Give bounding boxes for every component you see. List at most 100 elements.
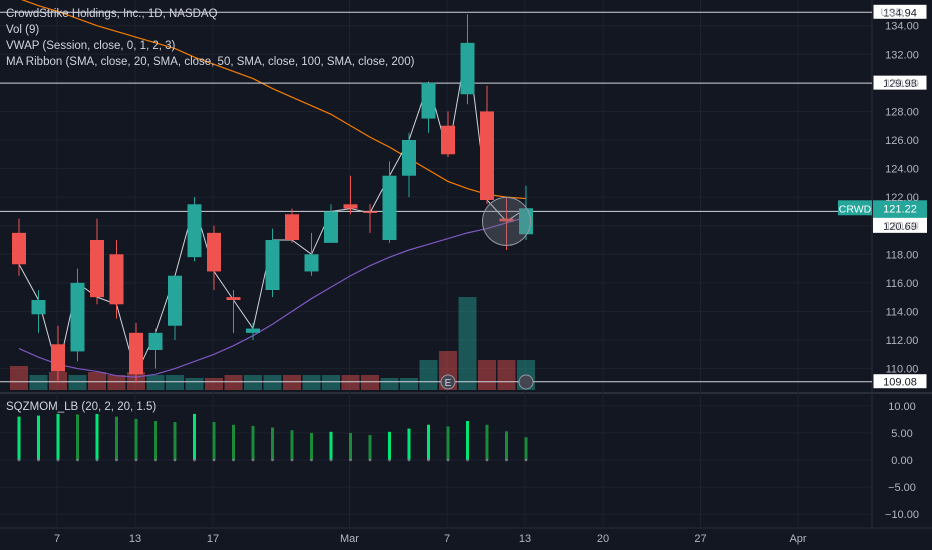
highlight-circle xyxy=(482,196,531,246)
candle-body xyxy=(246,328,260,333)
volume-bar xyxy=(419,360,438,390)
squeeze-dot xyxy=(407,458,411,462)
candle-body xyxy=(12,232,26,265)
squeeze-dot xyxy=(427,458,430,462)
candle-body xyxy=(168,275,182,326)
volume-bar xyxy=(283,375,301,390)
candle-body xyxy=(207,232,221,272)
candle-body xyxy=(382,175,397,240)
time-tick-label: 7 xyxy=(444,533,450,545)
ma-ribbon-indicator-label[interactable]: MA Ribbon (SMA, close, 20, SMA, close, 5… xyxy=(6,56,415,68)
volume-bar xyxy=(400,378,418,390)
level-label-box xyxy=(872,3,928,20)
currency-label: USD xyxy=(880,7,903,19)
candle-body xyxy=(187,204,202,258)
price-tick-label: 128.00 xyxy=(885,106,919,118)
volume-bar xyxy=(224,375,243,390)
level-label: 109.08 xyxy=(883,377,917,389)
oscillator-title[interactable]: SQZMOM_LB (20, 2, 20, 1.5) xyxy=(6,401,157,413)
symbol-badge xyxy=(838,200,872,216)
squeeze-dot xyxy=(95,458,99,462)
price-tick-label: 120.00 xyxy=(885,221,919,233)
symbol-badge-text: CRWD xyxy=(839,203,872,215)
vwap-indicator-label[interactable]: VWAP (Session, close, 0, 1, 2, 3) xyxy=(6,40,176,52)
squeeze-dot xyxy=(251,458,255,462)
chart-markers: E xyxy=(440,196,534,390)
volume-indicator-label[interactable]: Vol (9) xyxy=(6,24,40,36)
candle-body xyxy=(421,82,436,119)
oscillator-tick-label: −10.00 xyxy=(885,509,919,521)
time-axis[interactable]: 7 13 17 Mar 7 13 20 27 Apr xyxy=(54,533,807,545)
time-tick-label: 20 xyxy=(597,533,609,545)
earnings-icon xyxy=(440,374,456,390)
volume-bar xyxy=(205,378,223,390)
candle-body xyxy=(402,140,416,176)
squeeze-dot xyxy=(368,458,372,462)
squeeze-dot xyxy=(173,458,177,462)
volume-bar xyxy=(68,375,87,390)
candle-body xyxy=(70,282,85,352)
squeeze-dot xyxy=(349,458,352,462)
squeeze-dot xyxy=(388,458,391,462)
ma-purple-line xyxy=(18,216,527,378)
squeeze-dot xyxy=(290,458,294,462)
price-axis[interactable]: 110.00 112.00 114.00 116.00 118.00 120.00 122.… xyxy=(880,7,919,521)
candle-body xyxy=(363,211,377,213)
squeeze-dot xyxy=(56,458,60,462)
volume-bar xyxy=(380,378,399,390)
volume-bar xyxy=(361,375,379,390)
squeeze-dot xyxy=(232,458,235,462)
candle-body xyxy=(226,297,241,300)
candle-body xyxy=(31,300,46,315)
candle-body xyxy=(109,254,124,305)
time-tick-label: 17 xyxy=(207,533,219,545)
candle-body xyxy=(324,211,338,243)
candle-body xyxy=(343,204,358,209)
squeeze-dot xyxy=(329,458,333,462)
oscillator-tick-label: −5.00 xyxy=(888,482,916,494)
candlesticks xyxy=(12,14,533,383)
price-tick-label: 132.00 xyxy=(885,49,919,61)
candle-body xyxy=(441,125,455,155)
price-tick-label: 134.00 xyxy=(885,21,919,33)
ma-orange-line xyxy=(21,0,527,200)
price-tick-label: 114.00 xyxy=(886,306,919,318)
candle-body xyxy=(285,214,299,240)
volume-bar xyxy=(302,375,321,390)
candle-body xyxy=(148,332,163,350)
price-tick-label: 126.00 xyxy=(885,135,919,147)
time-tick-label: 13 xyxy=(129,533,141,545)
volume-bar xyxy=(88,372,106,390)
symbol-title[interactable]: CrowdStrike Holdings, Inc., 1D, NASDAQ xyxy=(6,8,218,20)
squeeze-dot xyxy=(154,458,157,462)
earnings-label: E xyxy=(445,378,452,389)
time-tick-label: 7 xyxy=(54,533,60,545)
price-tick-label: 130.00 xyxy=(885,78,919,90)
squeeze-dot xyxy=(466,458,469,462)
volume-bar xyxy=(341,375,360,390)
squeeze-momentum-bars xyxy=(17,413,528,462)
squeeze-dot xyxy=(76,458,79,462)
squeeze-dot xyxy=(193,458,196,462)
volume-bar xyxy=(478,360,496,390)
squeeze-dot xyxy=(37,458,40,462)
candle-body xyxy=(480,111,494,200)
squeeze-dot xyxy=(115,458,118,462)
volume-bar xyxy=(166,375,184,390)
volume-bar xyxy=(185,378,204,390)
level-label-box xyxy=(872,373,928,390)
volume-bar xyxy=(29,375,48,390)
candle-body xyxy=(304,254,319,272)
prev-close-label: 120.69 xyxy=(883,221,917,233)
price-tick-label: 124.00 xyxy=(885,164,919,176)
squeeze-dot xyxy=(310,458,313,462)
volume-bar xyxy=(263,375,282,390)
level-label: 134.94 xyxy=(883,7,917,19)
squeeze-dot xyxy=(271,458,274,462)
price-tick-label: 118.00 xyxy=(886,249,919,261)
time-tick-label: 27 xyxy=(694,533,706,545)
volume-bar xyxy=(10,366,28,390)
squeeze-dot xyxy=(17,458,21,462)
level-label-box xyxy=(872,74,928,91)
